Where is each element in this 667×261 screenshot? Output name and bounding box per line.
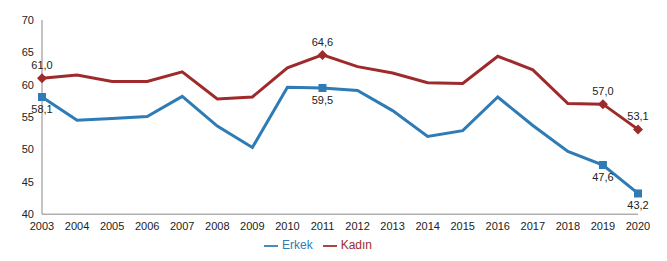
svg-text:2016: 2016: [486, 220, 510, 232]
svg-text:57,0: 57,0: [592, 85, 613, 97]
svg-text:50: 50: [22, 143, 34, 155]
svg-text:43,2: 43,2: [627, 199, 648, 211]
svg-text:2020: 2020: [626, 220, 650, 232]
svg-text:2017: 2017: [521, 220, 545, 232]
svg-text:2015: 2015: [450, 220, 474, 232]
svg-text:53,1: 53,1: [627, 110, 648, 122]
svg-text:47,6: 47,6: [592, 171, 613, 183]
svg-text:2011: 2011: [311, 220, 335, 232]
svg-text:2010: 2010: [275, 220, 299, 232]
svg-text:2007: 2007: [170, 220, 194, 232]
svg-text:61,0: 61,0: [31, 59, 52, 71]
svg-text:40: 40: [22, 208, 34, 220]
svg-text:2019: 2019: [591, 220, 615, 232]
svg-text:64,6: 64,6: [312, 36, 333, 48]
svg-text:2009: 2009: [240, 220, 264, 232]
svg-text:65: 65: [22, 46, 34, 58]
svg-text:2014: 2014: [415, 220, 439, 232]
svg-text:58,1: 58,1: [31, 103, 52, 115]
svg-text:70: 70: [22, 14, 34, 26]
svg-text:2012: 2012: [345, 220, 369, 232]
svg-text:60: 60: [22, 79, 34, 91]
svg-text:2013: 2013: [380, 220, 404, 232]
svg-text:2008: 2008: [205, 220, 229, 232]
svg-text:2005: 2005: [100, 220, 124, 232]
svg-text:2004: 2004: [65, 220, 89, 232]
svg-text:2006: 2006: [135, 220, 159, 232]
html-text:Kadın: Kadın: [340, 238, 372, 253]
svg-text:45: 45: [22, 176, 34, 188]
svg-text:2018: 2018: [556, 220, 580, 232]
svg-text:55: 55: [21, 111, 34, 123]
html-text:Erkek: Erkek: [282, 238, 313, 253]
svg-text:59,5: 59,5: [312, 94, 333, 106]
svg-text:2003: 2003: [30, 220, 54, 232]
